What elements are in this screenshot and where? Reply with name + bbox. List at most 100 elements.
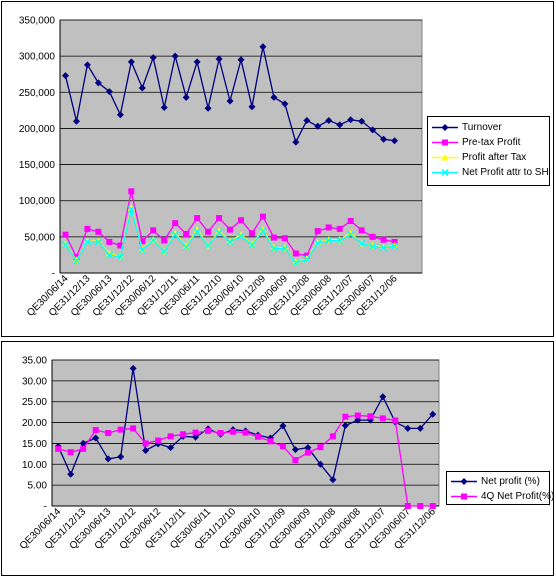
- financials-data-point: [259, 226, 267, 233]
- financials-data-point: [204, 104, 212, 112]
- financials-data-point: [72, 257, 80, 265]
- financials-data-point: [336, 225, 343, 232]
- legend-entry-after-tax: Profit after Tax: [428, 150, 549, 165]
- margins-data-point: [105, 430, 112, 436]
- financials-data-point: [215, 227, 223, 235]
- financials-data-point: [127, 205, 135, 213]
- financials-data-point: [61, 241, 70, 249]
- financials-data-point: [205, 228, 212, 235]
- margins-data-point: [392, 417, 399, 424]
- financials-data-point: [380, 236, 387, 243]
- financials-y-tick-label: -: [52, 269, 55, 280]
- after-tax-swatch: [432, 154, 458, 161]
- financials-data-point: [149, 54, 157, 62]
- margins-data-point: [142, 440, 149, 447]
- financials-data-point: [83, 61, 91, 69]
- financials-y-tick-label: 300,000: [19, 52, 56, 63]
- financials-data-point: [215, 228, 223, 237]
- financials-data-point: [72, 117, 80, 125]
- chart-financials-plot: - 50,000 100,000 150,000 200,000 250,000 300,0…: [19, 16, 423, 319]
- legend-margins: Net profit (%) 4Q Net Profit(%): [446, 471, 554, 505]
- margins-y-tick-label: 35.00: [22, 356, 47, 367]
- financials-data-point: [116, 253, 124, 261]
- financials-data-point: [347, 229, 355, 237]
- legend-entry-net-profit-pct: Net profit (%): [447, 474, 549, 489]
- financials-data-point: [237, 232, 245, 240]
- financials-data-point: [237, 231, 245, 238]
- margins-data-point: [142, 447, 150, 455]
- financials-data-point: [325, 236, 333, 245]
- chart-margins-plot: -5.0010.0015.0020.0025.0030.0035.00QE30/…: [18, 356, 440, 552]
- financials-data-point: [226, 97, 234, 105]
- margins-data-point: [254, 433, 261, 440]
- margins-data-point: [367, 413, 374, 420]
- financials-data-point: [259, 213, 266, 220]
- financials-y-tick-label: 350,000: [19, 16, 56, 27]
- financials-data-point: [238, 217, 244, 224]
- financials-data-point: [160, 103, 168, 111]
- margins-y-tick-label: 25.00: [22, 397, 47, 408]
- financials-y-tick-label: 250,000: [19, 88, 56, 99]
- financials-data-point: [358, 239, 366, 247]
- financials-data-point: [160, 247, 168, 255]
- financials-data-point: [336, 121, 344, 129]
- financials-data-point: [94, 238, 102, 246]
- financials-data-point: [139, 238, 146, 245]
- margins-data-point: [379, 415, 386, 422]
- legend-label-net-profit-pct: Net profit (%): [481, 476, 540, 487]
- financials-data-point: [248, 241, 256, 249]
- 4q-net-profit-pct-swatch: [451, 493, 477, 500]
- financials-data-point: [391, 238, 398, 245]
- margins-y-tick-label: -: [44, 502, 47, 513]
- financials-data-point: [182, 243, 190, 251]
- financials-data-point: [171, 231, 179, 239]
- financials-data-point: [391, 242, 399, 250]
- margins-data-point: [117, 426, 124, 433]
- margins-data-point: [429, 503, 436, 509]
- financials-data-point: [94, 79, 102, 87]
- financials-data-point: [358, 117, 366, 125]
- legend-financials: Turnover Pre-tax Profit Profit after Tax…: [427, 116, 550, 186]
- financials-data-point: [292, 250, 299, 257]
- margins-data-point: [404, 424, 412, 432]
- margins-data-point: [55, 445, 62, 452]
- margins-data-point: [129, 364, 137, 372]
- financials-data-point: [182, 93, 190, 101]
- margins-data-point: [342, 413, 349, 420]
- margins-data-point: [167, 444, 175, 452]
- legend-label-after-tax: Profit after Tax: [462, 152, 527, 163]
- financials-y-tick-label: 200,000: [19, 124, 56, 135]
- financials-data-point: [226, 238, 234, 246]
- legend-label-4q-net-profit-pct: 4Q Net Profit(%): [481, 491, 555, 502]
- financials-data-point: [172, 220, 179, 227]
- margins-y-tick-label: 10.00: [22, 460, 47, 471]
- financials-data-point: [204, 242, 212, 250]
- financials-y-tick-label: 100,000: [19, 196, 56, 207]
- margins-data-point: [79, 439, 87, 447]
- financials-data-point: [303, 116, 311, 124]
- financials-data-point: [281, 244, 289, 252]
- financials-data-point: [380, 244, 388, 252]
- financials-data-point: [95, 228, 102, 235]
- margins-data-point: [130, 425, 137, 432]
- margins-data-point: [317, 444, 324, 451]
- financials-data-point: [83, 238, 91, 246]
- financials-data-point: [270, 93, 278, 101]
- margins-data-point: [230, 428, 237, 435]
- financials-data-point: [105, 251, 113, 259]
- financials-data-point: [105, 88, 113, 96]
- margins-data-point: [155, 437, 162, 444]
- margins-data-point: [429, 410, 437, 418]
- financials-data-point: [161, 237, 168, 244]
- margins-data-point: [192, 429, 199, 436]
- margins-data-point: [217, 430, 224, 436]
- margins-y-tick-label: 30.00: [22, 376, 47, 387]
- financials-data-point: [215, 55, 223, 63]
- financials-data-point: [314, 122, 322, 130]
- margins-data-point: [404, 503, 411, 509]
- financials-data-point: [292, 138, 300, 146]
- margins-data-point: [329, 433, 336, 440]
- margins-data-point: [304, 444, 312, 452]
- chart-financials: - 50,000 100,000 150,000 200,000 250,000 300,0…: [1, 1, 554, 337]
- financials-data-point: [336, 236, 344, 245]
